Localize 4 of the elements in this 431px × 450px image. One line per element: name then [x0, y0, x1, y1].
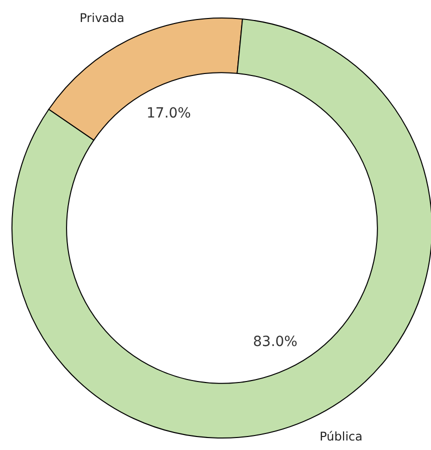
slice-label: Pública: [320, 430, 362, 444]
slice-label: Privada: [80, 10, 124, 25]
data-label: 17.0%: [146, 106, 191, 122]
data-label: 83.0%: [253, 334, 298, 350]
